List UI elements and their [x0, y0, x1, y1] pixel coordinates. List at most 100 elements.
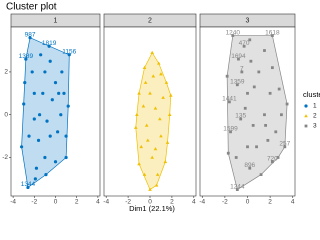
point	[137, 91, 141, 95]
point	[167, 112, 172, 117]
point	[154, 183, 159, 187]
point	[225, 74, 229, 78]
point	[23, 81, 27, 85]
x-tick-label: 2	[268, 199, 272, 206]
point	[156, 61, 161, 65]
point	[48, 59, 52, 63]
point	[158, 117, 162, 121]
y-tick-label: -2	[2, 154, 8, 161]
point	[34, 166, 39, 170]
point-label: 896	[244, 162, 255, 169]
point	[235, 83, 239, 87]
point	[146, 138, 150, 142]
point	[36, 138, 41, 142]
point	[274, 130, 278, 134]
point	[32, 91, 36, 95]
point	[28, 36, 32, 40]
point	[164, 80, 169, 84]
point	[240, 70, 244, 74]
point	[53, 160, 58, 164]
legend-key	[304, 114, 308, 118]
point	[235, 188, 239, 191]
point-label: 1599	[223, 126, 238, 133]
point-label: 720	[267, 155, 278, 162]
point	[239, 117, 243, 121]
panel	[103, 26, 197, 197]
point	[22, 102, 26, 106]
point	[228, 100, 231, 104]
point	[135, 112, 139, 117]
point	[41, 91, 45, 95]
point	[234, 156, 238, 159]
point	[47, 44, 51, 48]
chart: Cluster plot Dim1 (22.1%) cluster -2 0 2 1 -…	[2, 2, 320, 213]
point	[270, 66, 274, 70]
point	[150, 155, 154, 159]
point	[139, 144, 144, 149]
point	[263, 113, 266, 117]
legend-title: cluster	[303, 90, 320, 99]
point	[229, 130, 232, 134]
x-tick-label: 4	[96, 199, 100, 206]
point	[226, 151, 230, 155]
x-tick-label: 2	[170, 199, 174, 206]
x-tick-label: 4	[291, 199, 295, 206]
point	[148, 91, 152, 95]
x-tick-label: -4	[199, 199, 205, 206]
point	[53, 81, 58, 85]
point	[257, 70, 261, 74]
x-tick-label: -2	[222, 199, 228, 206]
point	[38, 113, 42, 117]
point	[32, 117, 36, 121]
facet-label: 3	[246, 17, 250, 24]
point	[264, 124, 267, 127]
x-tick-label: 0	[54, 199, 58, 206]
panel	[10, 26, 101, 197]
point	[242, 44, 246, 48]
point	[153, 106, 158, 110]
facet-label: 1	[54, 17, 58, 24]
point	[26, 185, 30, 190]
point-label: 257	[279, 141, 290, 148]
x-tick-label: -4	[103, 199, 109, 206]
point	[64, 134, 68, 138]
point	[263, 49, 266, 52]
point	[248, 166, 252, 170]
point	[27, 134, 31, 138]
point	[148, 187, 152, 191]
point	[24, 57, 28, 61]
panel	[199, 26, 296, 197]
point	[252, 85, 256, 89]
point	[243, 106, 247, 110]
legend-key	[304, 124, 308, 128]
point-label: 470	[239, 40, 250, 47]
point	[259, 173, 263, 177]
point	[64, 155, 68, 160]
point	[143, 80, 148, 84]
x-tick-label: 2	[75, 199, 79, 206]
point	[246, 91, 249, 95]
point	[43, 155, 47, 160]
cluster-hull	[226, 35, 288, 191]
point	[19, 145, 24, 149]
point	[231, 34, 235, 37]
point	[161, 95, 165, 99]
x-tick-label: 0	[148, 199, 152, 206]
point	[285, 102, 289, 106]
point	[142, 65, 147, 69]
point	[153, 147, 158, 151]
point	[270, 34, 274, 37]
point-label: 1359	[230, 78, 245, 85]
point	[277, 87, 281, 91]
point	[246, 145, 249, 149]
point	[248, 38, 252, 42]
point	[280, 113, 283, 117]
point-label: 1240	[226, 29, 241, 36]
point-label: 1156	[62, 49, 76, 56]
point	[133, 125, 138, 129]
point	[237, 57, 240, 61]
point	[155, 172, 160, 176]
point	[30, 70, 34, 74]
y-tick-label: 0	[4, 111, 8, 118]
point	[255, 145, 258, 149]
